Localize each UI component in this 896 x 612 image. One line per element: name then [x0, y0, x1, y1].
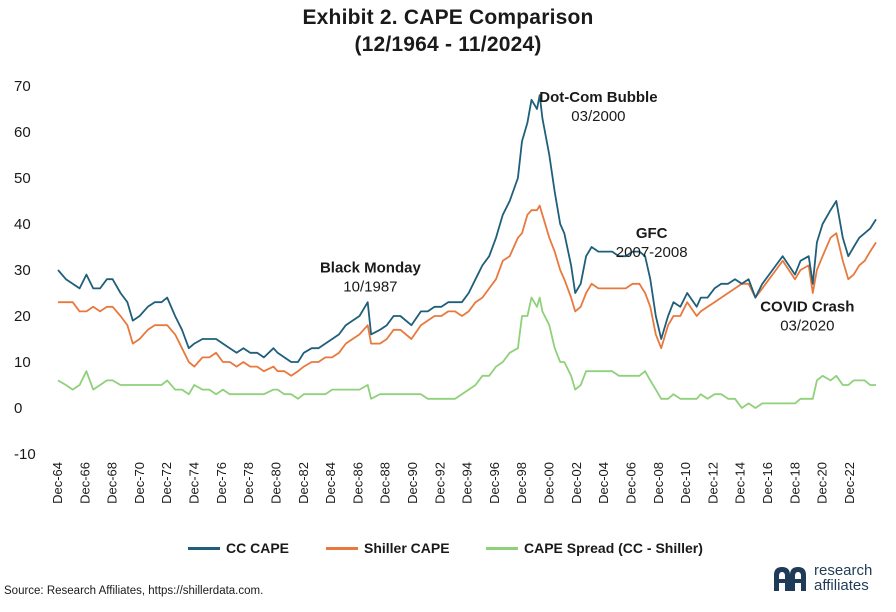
y-tick-label: 50 — [14, 170, 31, 187]
logo-text-affiliates: affiliates — [814, 577, 869, 594]
annotation-dot-com-date: 03/2000 — [571, 108, 625, 125]
y-tick-label: 60 — [14, 124, 31, 141]
x-tick-label: Dec-22 — [842, 462, 857, 504]
series-layer — [57, 94, 877, 409]
x-tick-label: Dec-68 — [105, 462, 120, 504]
source-note: Source: Research Affiliates, https://shi… — [4, 585, 264, 597]
annotation-dot-com-title: Dot-Com Bubble — [539, 89, 657, 106]
legend-label-cc-cape: CC CAPE — [226, 540, 290, 556]
annotation-covid-date: 03/2020 — [780, 317, 834, 334]
x-tick-label: Dec-12 — [705, 462, 720, 504]
x-tick-label: Dec-06 — [623, 462, 638, 504]
annotation-layer: Black Monday 10/1987 Dot-Com Bubble 03/2000… — [320, 89, 854, 334]
x-tick-label: Dec-02 — [569, 462, 584, 504]
legend-swatch-cc-cape — [188, 546, 220, 550]
chart-subtitle: (12/1964 - 11/2024) — [354, 33, 542, 56]
x-tick-label: Dec-78 — [241, 462, 256, 504]
annotation-gfc-date: 2007-2008 — [616, 244, 688, 261]
x-tick-label: Dec-80 — [268, 462, 283, 504]
x-tick-label: Dec-90 — [405, 462, 420, 504]
x-tick-label: Dec-84 — [323, 462, 338, 504]
x-tick-label: Dec-82 — [296, 462, 311, 504]
x-tick-label: Dec-64 — [50, 462, 65, 504]
research-affiliates-logo-icon — [774, 567, 806, 591]
x-tick-label: Dec-20 — [815, 462, 830, 504]
legend-item-cape-spread: CAPE Spread (CC - Shiller) — [486, 540, 703, 556]
y-tick-label: 70 — [14, 78, 31, 95]
series-line-cape-spread-cc-shiller — [57, 296, 876, 409]
y-tick-label: 40 — [14, 216, 31, 233]
series-line-cc-cape — [57, 94, 877, 363]
chart-title: Exhibit 2. CAPE Comparison — [302, 6, 594, 29]
chart-legend: CC CAPE Shiller CAPE CAPE Spread (CC - S… — [0, 540, 896, 562]
x-tick-label: Dec-16 — [760, 462, 775, 504]
legend-item-shiller-cape: Shiller CAPE — [326, 540, 450, 556]
x-tick-label: Dec-70 — [132, 462, 147, 504]
x-axis: Dec-64 Dec-66 Dec-68 Dec-70 Dec-72 Dec-74 Dec-… — [50, 462, 857, 504]
annotation-black-monday-title: Black Monday — [320, 259, 422, 276]
y-axis: 70 60 50 40 30 20 10 0 -10 — [14, 78, 36, 463]
x-tick-label: Dec-04 — [596, 462, 611, 504]
x-tick-label: Dec-00 — [542, 462, 557, 504]
legend-item-cc-cape: CC CAPE — [188, 540, 289, 556]
legend-swatch-cape-spread — [486, 546, 518, 550]
annotation-black-monday-date: 10/1987 — [343, 278, 397, 295]
annotation-covid-title: COVID Crash — [760, 298, 854, 315]
x-tick-label: Dec-72 — [159, 462, 174, 504]
x-tick-label: Dec-66 — [77, 462, 92, 504]
y-tick-label: 0 — [14, 400, 22, 417]
x-tick-label: Dec-08 — [651, 462, 666, 504]
y-tick-label: 20 — [14, 308, 31, 325]
x-tick-label: Dec-92 — [432, 462, 447, 504]
x-tick-label: Dec-18 — [787, 462, 802, 504]
x-tick-label: Dec-88 — [378, 462, 393, 504]
y-tick-label: 10 — [14, 354, 31, 371]
research-affiliates-logo: research affiliates — [772, 563, 872, 593]
y-tick-label: -10 — [14, 446, 36, 463]
x-tick-label: Dec-10 — [678, 462, 693, 504]
legend-label-shiller-cape: Shiller CAPE — [364, 540, 450, 556]
x-tick-label: Dec-94 — [460, 462, 475, 504]
x-tick-label: Dec-96 — [487, 462, 502, 504]
legend-swatch-shiller-cape — [326, 546, 358, 550]
logo-wordmark: research affiliates — [814, 563, 872, 593]
x-tick-label: Dec-98 — [514, 462, 529, 504]
annotation-gfc-title: GFC — [636, 225, 668, 242]
legend-label-cape-spread: CAPE Spread (CC - Shiller) — [524, 540, 703, 556]
x-tick-label: Dec-14 — [733, 462, 748, 504]
y-tick-label: 30 — [14, 262, 31, 279]
logo-text-research: research — [814, 562, 873, 579]
x-tick-label: Dec-86 — [350, 462, 365, 504]
x-tick-label: Dec-76 — [214, 462, 229, 504]
x-tick-label: Dec-74 — [187, 462, 202, 504]
